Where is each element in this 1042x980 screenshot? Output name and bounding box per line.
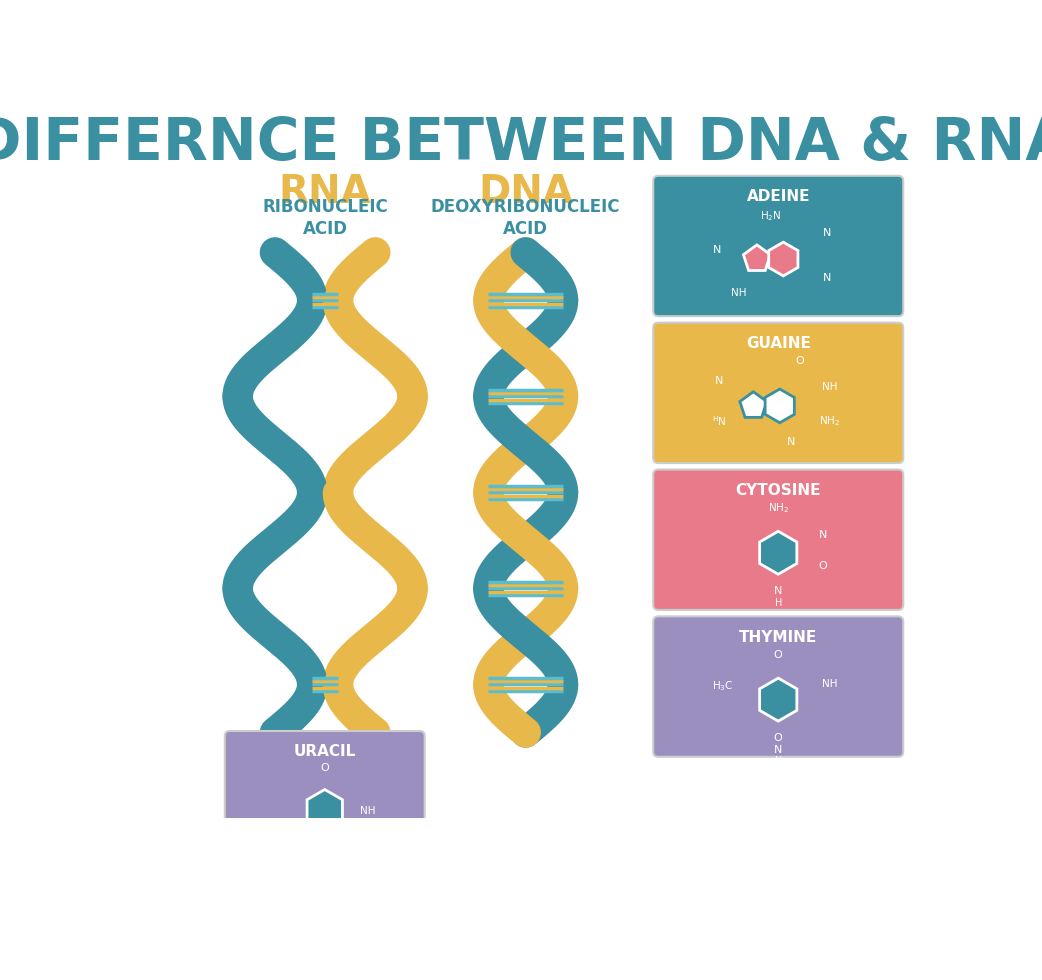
Text: H$_3$C: H$_3$C <box>712 679 734 693</box>
Text: O: O <box>774 733 783 743</box>
Polygon shape <box>743 245 770 270</box>
Text: N: N <box>774 745 783 755</box>
Text: O: O <box>320 851 329 860</box>
Text: N: N <box>823 228 832 238</box>
Text: NH: NH <box>822 679 838 689</box>
FancyBboxPatch shape <box>653 175 903 317</box>
Text: ADEINE: ADEINE <box>746 189 810 204</box>
Text: N: N <box>774 586 783 596</box>
Text: H: H <box>774 757 782 766</box>
Text: O: O <box>774 650 783 661</box>
Polygon shape <box>740 392 767 417</box>
Text: N: N <box>787 437 795 447</box>
Text: O: O <box>795 357 804 367</box>
Text: RIBONUCLEIC
ACID: RIBONUCLEIC ACID <box>263 198 388 238</box>
Polygon shape <box>307 790 343 830</box>
Text: URACIL: URACIL <box>294 744 356 760</box>
Text: N: N <box>823 272 832 282</box>
FancyBboxPatch shape <box>653 616 903 757</box>
Polygon shape <box>765 389 794 422</box>
FancyBboxPatch shape <box>653 322 903 464</box>
Text: NH: NH <box>731 288 746 298</box>
Text: THYMINE: THYMINE <box>739 630 817 645</box>
Text: $\mathregular{^H}$N: $\mathregular{^H}$N <box>712 415 727 428</box>
Text: O: O <box>818 561 827 570</box>
Text: NH$_2$: NH$_2$ <box>768 501 789 515</box>
Text: N: N <box>818 530 827 540</box>
Text: GUAINE: GUAINE <box>746 336 811 351</box>
FancyBboxPatch shape <box>653 469 903 610</box>
Polygon shape <box>760 678 797 721</box>
FancyBboxPatch shape <box>225 731 425 864</box>
Text: NH: NH <box>822 382 838 392</box>
Text: RNA: RNA <box>279 172 372 211</box>
Text: DNA: DNA <box>478 172 573 211</box>
Text: NH: NH <box>359 806 375 815</box>
Text: N: N <box>713 245 721 256</box>
Polygon shape <box>769 242 798 276</box>
Text: O: O <box>320 763 329 773</box>
Text: DIFFERNCE BETWEEN DNA & RNA: DIFFERNCE BETWEEN DNA & RNA <box>0 115 1042 172</box>
Text: NH$_2$: NH$_2$ <box>819 414 841 427</box>
Text: H$_2$N: H$_2$N <box>761 210 782 223</box>
Text: DEOXYRIBONUCLEIC
ACID: DEOXYRIBONUCLEIC ACID <box>431 198 620 238</box>
Text: H: H <box>774 598 782 608</box>
Text: N: N <box>715 376 724 386</box>
Polygon shape <box>760 531 797 574</box>
Text: N: N <box>321 839 329 850</box>
Text: CYTOSINE: CYTOSINE <box>736 483 821 498</box>
